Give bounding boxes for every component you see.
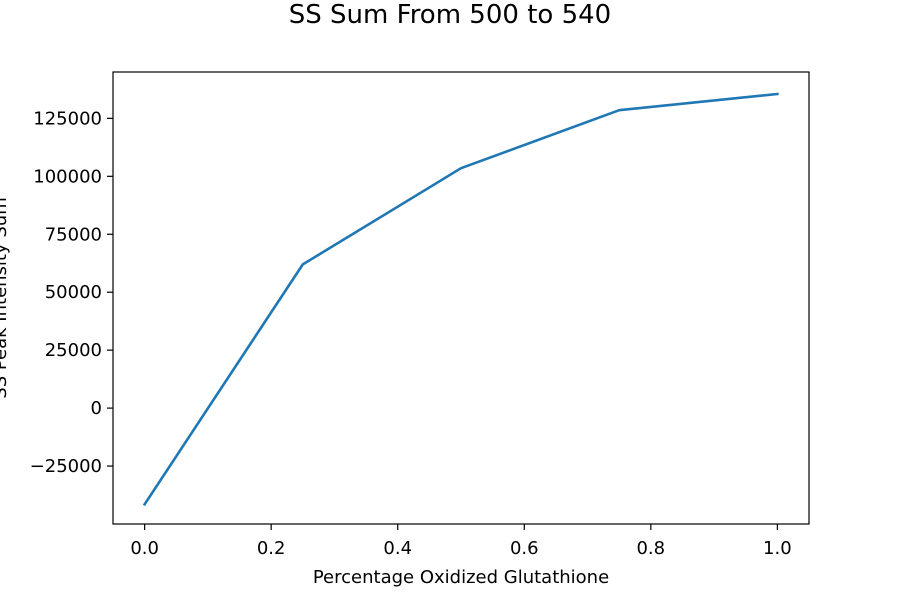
- x-tick-label: 1.0: [763, 538, 792, 559]
- x-tick-label: 0.0: [130, 538, 159, 559]
- y-axis: −25000 0 25000 50000 75000 100000 125000: [30, 108, 113, 477]
- y-axis-label: SS Peak Intensity Sum: [0, 197, 11, 398]
- series-line-0: [142, 92, 779, 507]
- x-tick-label: 0.4: [383, 538, 412, 559]
- x-tick-label: 0.8: [636, 538, 665, 559]
- x-tick-label: 0.2: [257, 538, 286, 559]
- plot-area: [142, 92, 779, 507]
- y-tick-label: 25000: [45, 340, 102, 361]
- y-tick-label: 125000: [33, 108, 102, 129]
- y-tick-label: −25000: [30, 456, 102, 477]
- x-tick-label: 0.6: [510, 538, 539, 559]
- y-tick-label: 0: [91, 398, 102, 419]
- plot-frame: [112, 71, 810, 525]
- x-axis-label: Percentage Oxidized Glutathione: [313, 567, 609, 588]
- y-tick-label: 100000: [33, 166, 102, 187]
- y-tick-label: 50000: [45, 282, 102, 303]
- y-tick-label: 75000: [45, 224, 102, 245]
- chart-title: SS Sum From 500 to 540: [289, 0, 611, 30]
- x-axis: 0.0 0.2 0.4 0.6 0.8 1.0: [130, 524, 792, 559]
